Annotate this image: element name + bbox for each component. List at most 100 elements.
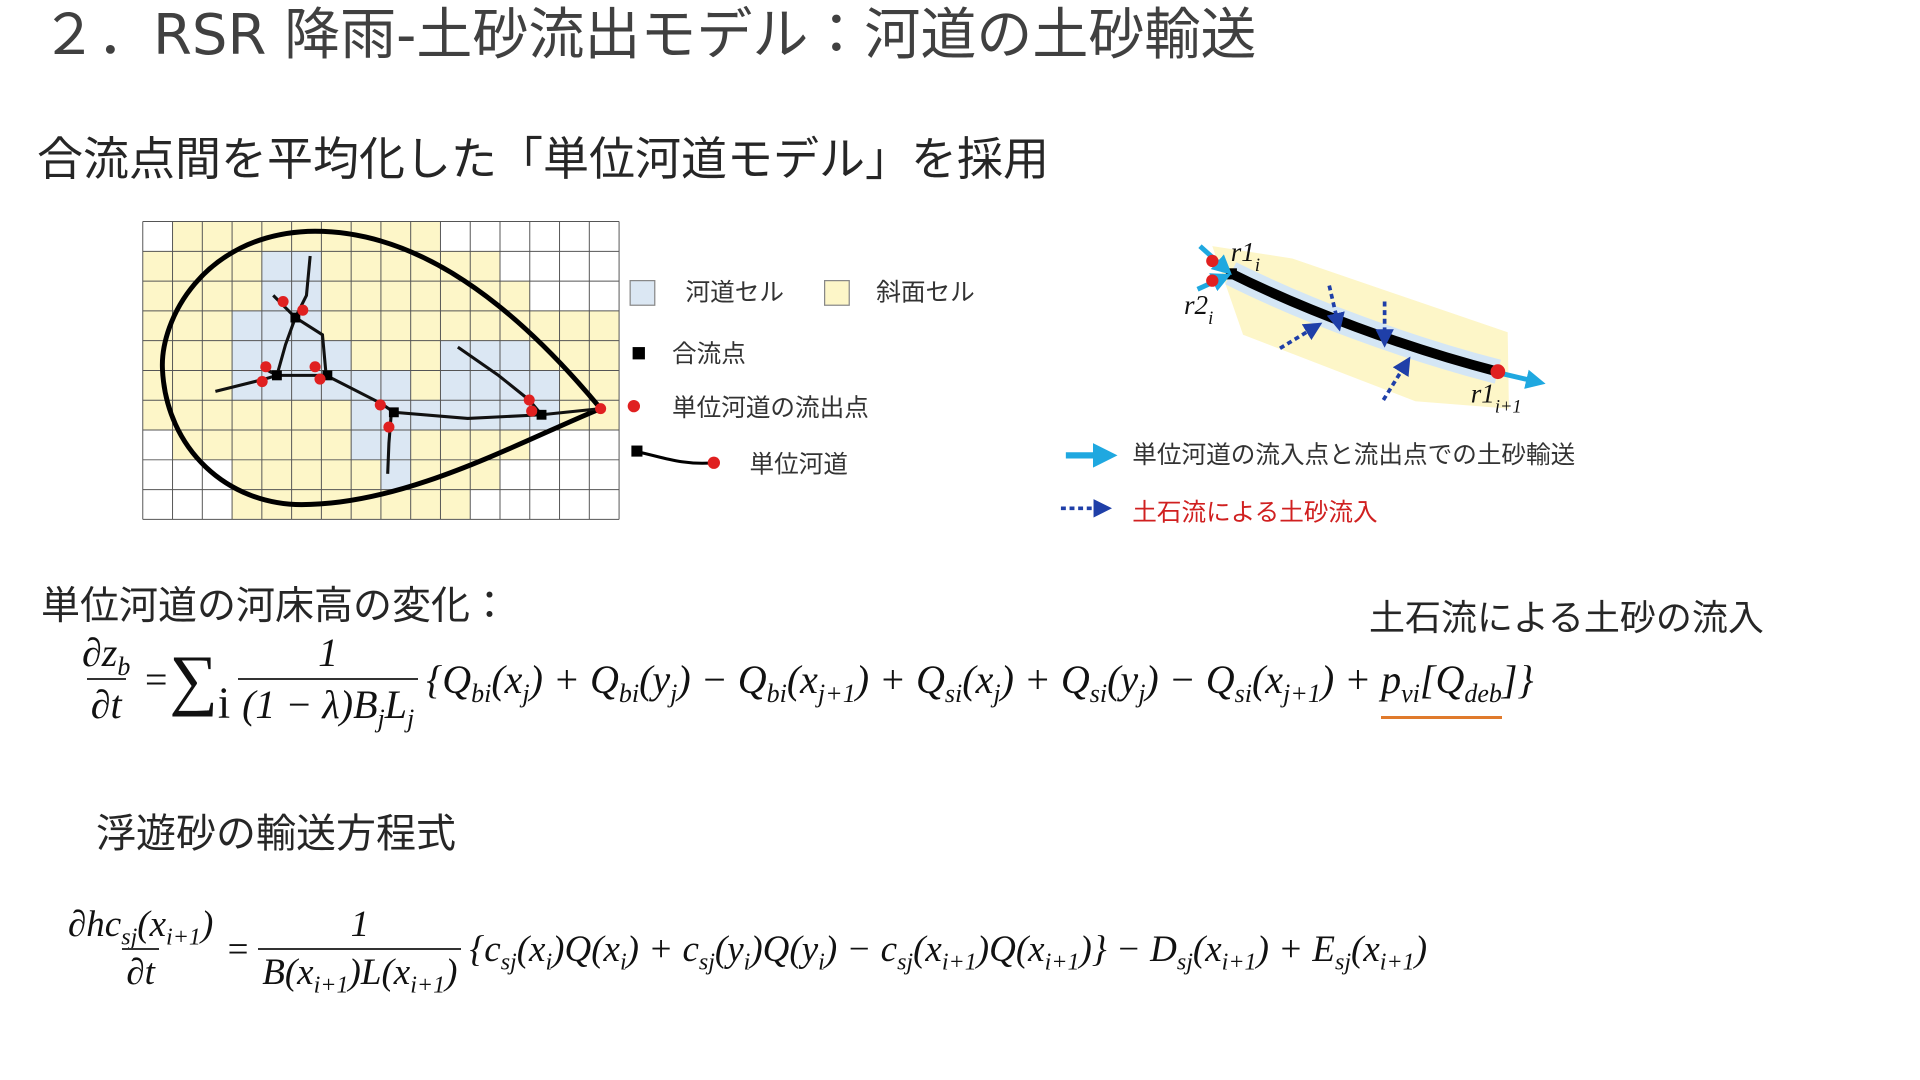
eq-subscript: i+1 [410,972,446,999]
eq-text: (x [913,928,942,970]
watershed-grid [142,221,620,520]
numerator: ∂zb [78,628,134,682]
channel-cell [380,370,411,401]
debris-arrows [1279,285,1411,401]
bed-annotation: 土石流による土砂の流入 [1369,598,1764,639]
legend-debris: 土石流による土砂流入 [1132,498,1377,527]
legend-confluence: 合流点 [672,339,746,368]
eq-segment: (1 − λ)Bj [242,682,385,732]
channel-cell [380,430,411,460]
eq-segment: {csj [469,929,516,974]
subtitle: 合流点間を平均化した「単位河道モデル」を採用 [37,132,1049,186]
eq-text: (x [1351,928,1380,970]
eq-text: )L(x [348,952,411,994]
eq-segment: ∂hcsj [68,904,137,949]
eq-segment: (xi+1 [1351,928,1415,974]
eq-text: ) [445,952,458,994]
eq-text: p [1381,656,1402,702]
denominator: ∂t [86,678,126,730]
suspended-caption: 浮遊砂の輸送方程式 [96,811,456,857]
eq-segment: {Qbi [426,657,491,707]
eq-segment: (yi [714,928,750,974]
channel-cell [291,251,322,282]
eq-segment: (xj [962,657,1000,707]
eq-segment: [Qdeb [1419,656,1502,719]
eq-subscript: sj [1176,949,1193,976]
eq-segment: ) + Qsi [855,656,963,707]
eq-segment: ∂t [91,682,122,727]
eq-text: ∑ [169,641,218,717]
legend-unit-dot [707,456,720,469]
eq-text: (y [1107,656,1139,702]
eq-text: ) + c [626,928,699,970]
fraction: 1 (1 − λ)BjLj [238,628,419,732]
eq-text: (y [714,928,744,970]
legend-slope-cell: 斜面セル [876,277,974,306]
unit-channel [1228,268,1500,377]
eq-text: ∂hc [68,904,122,945]
eq-text: ) + Q [855,656,945,702]
channel-cell [440,340,471,371]
eq-subscript: si [1089,678,1108,708]
eq-segment: )Q(yi [750,928,824,974]
eq-segment: )L(xi+1 [348,952,446,997]
eq-segment: ∑i [169,641,230,725]
eq-text: )Q(y [750,928,819,970]
eq-segment: (xj+1 [1251,656,1321,707]
eq-segment: 1 [318,630,338,675]
eq-segment: Lj [385,682,414,732]
eq-segment: (xi+1 [1192,928,1257,974]
eq-subscript: sj [121,924,138,951]
eq-subscript: sj [1334,949,1352,976]
eq-text: [Q [1419,656,1465,702]
eq-text: B(x [262,952,314,994]
channel-cell [232,310,262,341]
confluence-points [272,312,547,420]
eq-subscript: i+1 [941,949,977,976]
eq-subscript: j [377,704,385,734]
eq-text: ]} [1501,656,1534,702]
label-sub: i+1 [1495,396,1522,416]
eq-subscript: j [670,678,678,708]
sum: ∑i [169,645,230,725]
eq-subscript: i+1 [166,924,201,951]
eq-segment: ) + Qbi [529,656,639,707]
eq-segment: pvi [1381,656,1420,719]
eq-subscript: j [1138,678,1146,708]
legend-channel-cell: 河道セル [686,277,784,306]
eq-text: (1 − λ)B [242,682,378,727]
eq-subscript: deb [1464,678,1502,708]
eq-subscript: i+1 [1221,949,1257,976]
eq-segment: (xi [516,928,552,974]
eq-subscript: i [743,949,751,976]
eq-text: ) [200,904,214,945]
eq-subscript: b [117,652,131,682]
eq-segment: ∂t [126,952,155,993]
denominator: ∂t [122,948,159,996]
suspended-equation: ∂hcsj(xi+1) ∂t = 1 B(xi+1)L(xi+1) {csj(xi)… [56,902,1427,998]
eq-text: ) − c [824,928,898,970]
eq-text: )Q(x [552,928,620,970]
eq-text: ) + Q [529,656,619,702]
eq-text: (x [1192,928,1222,970]
eq-text: (y [639,656,671,702]
legend-unit-channel: 単位河道 [750,450,848,479]
eq-subscript: sj [500,949,517,976]
eq-segment: ) [201,904,213,945]
eq-text: ∂t [126,952,155,994]
eq-text: ) − Q [677,656,767,702]
eq-segment: ) − csj [824,928,913,974]
eq-text: (x [1251,656,1284,702]
eq-text: ) − Q [1145,656,1235,702]
eq-subscript: sj [698,949,715,976]
eq-subscript: i+1 [1044,949,1080,976]
eq-segment: (yj [1107,656,1145,707]
eq-subscript: j [522,678,530,708]
legend-outlet-icon [627,400,640,413]
channel-cell [261,281,292,311]
eq-text: (x [516,928,546,970]
label-sub: i [1255,255,1260,275]
eq-text: ∂z [82,630,118,675]
eq-segment: )Q(xi [552,928,626,974]
